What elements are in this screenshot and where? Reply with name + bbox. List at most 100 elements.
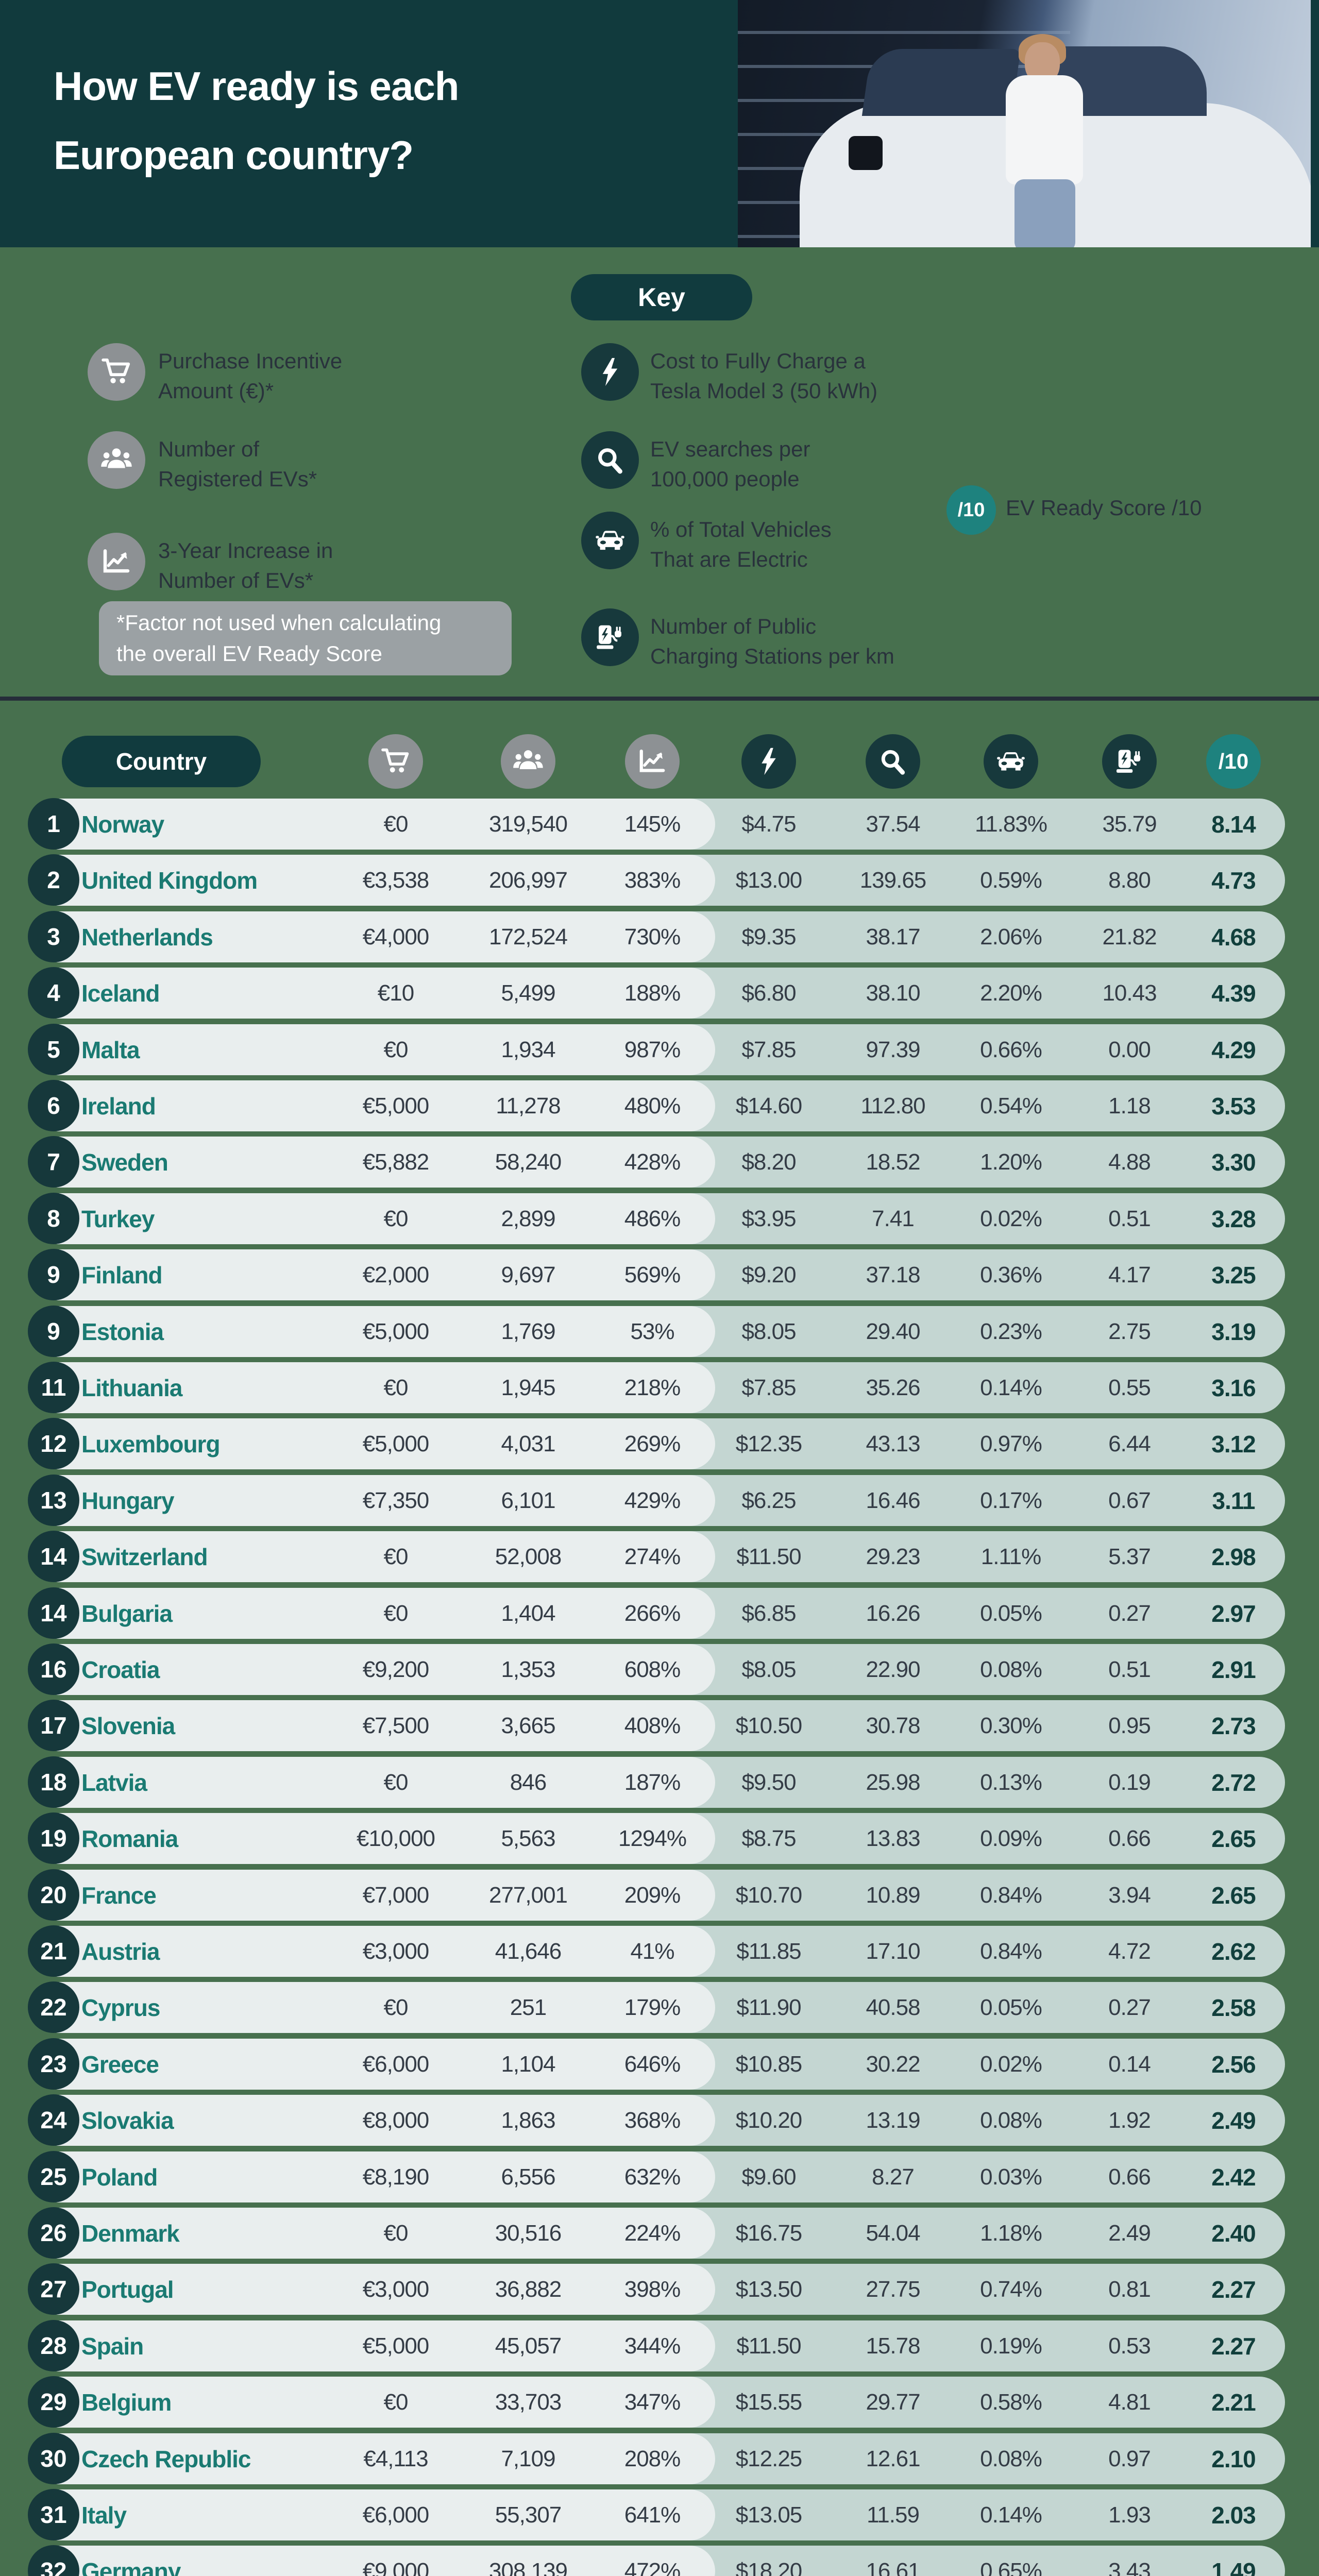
cell-value: 1,769	[501, 1318, 555, 1344]
cell-value: $8.75	[741, 1825, 796, 1851]
country-name: Bulgaria	[81, 1600, 173, 1627]
country-name: Croatia	[81, 1656, 160, 1683]
rank-badge: 13	[28, 1475, 79, 1526]
cell-value: 97.39	[866, 1037, 920, 1062]
cell-value: 0.84%	[980, 1938, 1042, 1964]
ev-ready-score-value: 4.73	[1211, 867, 1256, 894]
cell-value: 208%	[624, 2446, 681, 2471]
cell-value: $11.50	[736, 2333, 801, 2359]
cell-value: 22.90	[866, 1656, 920, 1682]
row-left-band	[34, 2546, 715, 2576]
cell-value: 0.27	[1108, 1600, 1151, 1626]
cell-value: 0.08%	[980, 1656, 1042, 1682]
cell-value: 987%	[624, 1037, 681, 1062]
ev-ready-score-value: 2.65	[1211, 1882, 1256, 1909]
cell-value: 368%	[624, 2107, 681, 2133]
cell-value: 0.74%	[980, 2276, 1042, 2302]
cell-value: $11.90	[736, 1994, 801, 2020]
cell-value: 2.75	[1108, 1318, 1151, 1344]
ev-ready-score-value: 2.40	[1211, 2219, 1256, 2247]
cell-value: 0.08%	[980, 2107, 1042, 2133]
cell-value: 1,945	[501, 1375, 555, 1400]
cell-value: 37.18	[866, 1262, 920, 1287]
table-row: 1 Norway €0 319,540 145% $4.75 37.54 11.83% 35.7…	[28, 798, 1285, 850]
search-icon	[866, 734, 920, 789]
cell-value: $3.95	[741, 1206, 796, 1231]
cell-value: 25.98	[866, 1769, 920, 1795]
cell-value: 187%	[624, 1769, 681, 1795]
row-left-band	[34, 2095, 715, 2146]
cell-value: 21.82	[1102, 924, 1157, 950]
cell-value: 0.30%	[980, 1713, 1042, 1738]
key-item-label: % of Total Vehicles That are Electric	[650, 517, 832, 571]
table-row: 24 Slovakia €8,000 1,863 368% $10.20 13.19 0.08…	[28, 2094, 1285, 2146]
ev-ready-score-value: 2.98	[1211, 1543, 1256, 1570]
cell-value: €8,190	[362, 2164, 430, 2190]
cell-value: 16.46	[866, 1487, 920, 1513]
cell-value: 0.05%	[980, 1994, 1042, 2020]
rank-badge: 5	[28, 1024, 79, 1075]
table-row: 14 Bulgaria €0 1,404 266% $6.85 16.26 0.05% 0.27…	[28, 1587, 1285, 1639]
ev-ready-score-value: 2.27	[1211, 2276, 1256, 2303]
key-item-label: Cost to Fully Charge a Tesla Model 3 (50 …	[650, 349, 878, 403]
cell-value: 6,101	[501, 1487, 555, 1513]
ev-ready-score-value: 2.91	[1211, 1656, 1256, 1683]
country-name: Finland	[81, 1261, 163, 1289]
cell-value: €0	[383, 1206, 409, 1231]
row-left-band	[34, 2039, 715, 2090]
cell-value: €2,000	[362, 1262, 430, 1287]
ev-ready-score-value: 2.56	[1211, 2050, 1256, 2078]
table-row: 21 Austria €3,000 41,646 41% $11.85 17.10 0.84%…	[28, 1925, 1285, 1977]
ev-ready-score-value: 3.28	[1211, 1205, 1256, 1232]
cell-value: 45,057	[495, 2333, 562, 2359]
rank-badge: 12	[28, 1418, 79, 1469]
cell-value: 188%	[624, 980, 681, 1006]
table-row: 14 Switzerland €0 52,008 274% $11.50 29.23 1.11…	[28, 1531, 1285, 1582]
cell-value: 139.65	[859, 867, 927, 893]
rank-badge: 2	[28, 854, 79, 906]
cell-value: 646%	[624, 2051, 681, 2077]
cell-value: 2,899	[501, 1206, 555, 1231]
row-left-band	[34, 1475, 715, 1526]
cell-value: 30.22	[866, 2051, 920, 2077]
ev-ready-score-value: 3.53	[1211, 1092, 1256, 1120]
cell-value: 38.17	[866, 924, 920, 950]
cell-value: 0.02%	[980, 1206, 1042, 1231]
cell-value: €5,000	[362, 2333, 430, 2359]
person-silhouette	[1014, 179, 1075, 247]
row-left-band	[34, 968, 715, 1019]
cell-value: 0.19%	[980, 2333, 1042, 2359]
row-left-band	[34, 1757, 715, 1808]
cell-value: 35.26	[866, 1375, 920, 1400]
car-charge-port	[849, 136, 883, 170]
table-row: 13 Hungary €7,350 6,101 429% $6.25 16.46 0.17% 0…	[28, 1475, 1285, 1526]
cell-value: 1.20%	[980, 1149, 1042, 1175]
ev-ready-score-value: 3.12	[1211, 1430, 1256, 1458]
rank-badge: 9	[28, 1306, 79, 1357]
footnote-box: *Factor not used when calculating the ov…	[99, 601, 512, 675]
cell-value: 224%	[624, 2220, 681, 2246]
key-item-label: 3-Year Increase in Number of EVs*	[158, 538, 333, 592]
country-name: Cyprus	[81, 1994, 160, 2021]
page-title-line1: How EV ready is each	[54, 63, 459, 109]
rank-badge: 9	[28, 1249, 79, 1300]
row-left-band	[34, 1926, 715, 1977]
cell-value: 6,556	[501, 2164, 555, 2190]
cell-value: 0.23%	[980, 1318, 1042, 1344]
cell-value: 3.94	[1108, 1882, 1151, 1908]
cell-value: 730%	[624, 924, 681, 950]
rank-badge: 24	[28, 2094, 79, 2146]
country-name: Czech Republic	[81, 2445, 251, 2472]
cell-value: €0	[383, 2220, 409, 2246]
score-key-label: EV Ready Score /10	[1006, 496, 1202, 520]
row-left-band	[34, 2264, 715, 2315]
cell-value: 0.05%	[980, 1600, 1042, 1626]
country-name: Slovenia	[81, 1712, 175, 1739]
row-left-band	[34, 2433, 715, 2484]
cell-value: $10.20	[735, 2107, 803, 2133]
cell-value: 35.79	[1102, 811, 1157, 837]
country-name: Norway	[81, 810, 164, 838]
cell-value: 308,139	[488, 2558, 568, 2576]
cell-value: 0.03%	[980, 2164, 1042, 2190]
cell-value: 16.61	[866, 2558, 920, 2576]
